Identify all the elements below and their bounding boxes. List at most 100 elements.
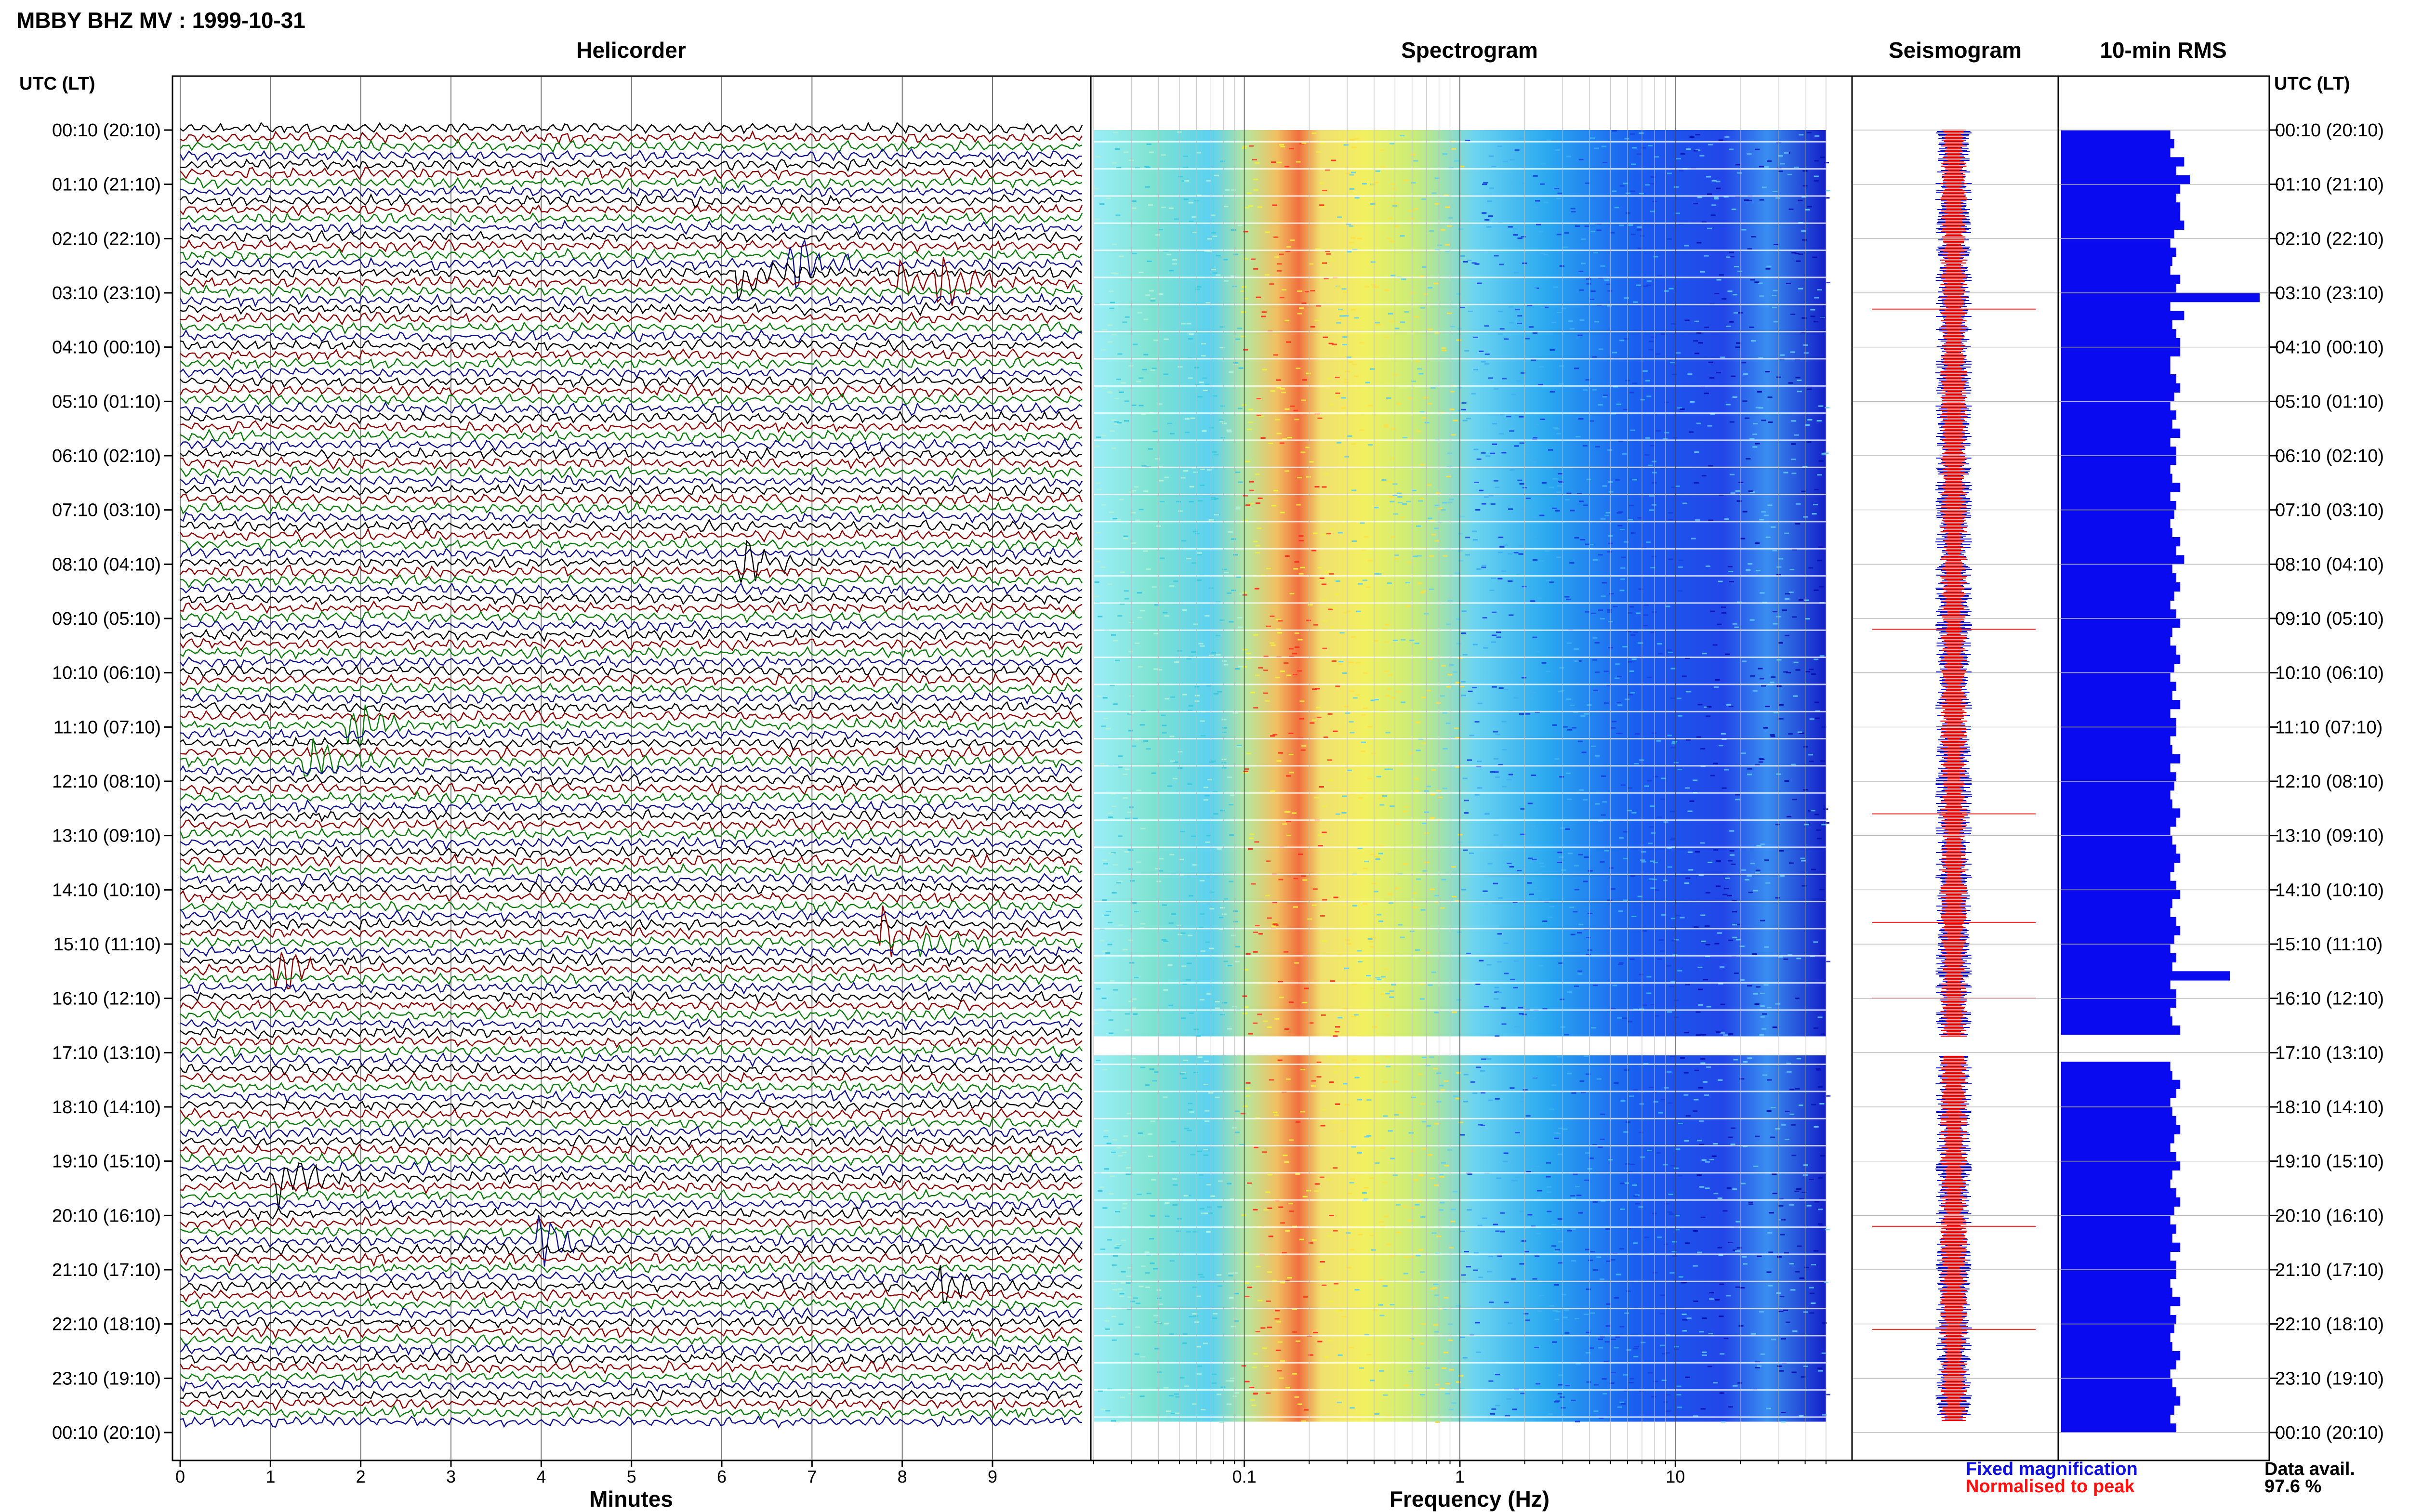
helicorder-trace [180,238,1083,290]
spectrogram-cell [1336,813,1340,815]
helicorder-trace [180,1324,1083,1340]
spectrogram-cell [1173,580,1178,582]
spectrogram-cell [1266,860,1271,862]
spectrogram-cell [1385,695,1390,697]
spectrogram-cell [1368,444,1373,446]
spectrogram-cell [1211,497,1216,499]
spectrogram-cell [1221,767,1227,769]
spectrogram-cell [1430,889,1435,891]
spectrogram-cell [1813,504,1818,506]
spectrogram-cell [1216,601,1221,603]
helicorder-trace [180,890,1083,904]
spectrogram-cell [1767,160,1772,162]
spectrogram-cell [1578,418,1584,420]
spectrogram-cell [1626,1121,1631,1123]
spectrogram-cell [1617,1017,1622,1019]
spectrogram-cell [1415,949,1420,951]
spectrogram-cell [1111,419,1116,421]
spectrogram-cell [1160,557,1165,559]
helicorder-trace [180,1215,1083,1267]
spectrogram-cell [1388,313,1393,315]
spectrogram-cell [1190,417,1195,419]
spectrogram-cell [1422,1121,1427,1123]
spectrogram-cell [1593,985,1598,986]
spectrogram-cell [1531,359,1536,361]
spectrogram-cell [1192,1286,1197,1288]
helicorder-trace [180,465,1083,480]
spectrogram-cell [1822,1414,1827,1416]
spectrogram-cell [1630,234,1636,236]
spectrogram-cell [1619,224,1624,226]
spectrogram-cell [1354,138,1359,140]
helicorder-trace [180,1144,1083,1157]
spectrogram-cell [1667,866,1672,868]
spectrogram-cell [1233,253,1238,255]
spectrogram-cell [1448,217,1453,219]
spectrogram-cell [1324,1356,1329,1358]
spectrogram-cell [1818,405,1824,407]
spectrogram-cell [1283,1155,1288,1157]
spectrogram-cell [1112,334,1117,336]
helicorder-trace [180,510,1083,524]
spectrogram-cell [1705,1187,1710,1189]
spectrogram-cell [1729,256,1734,258]
spectrogram-cell [1461,889,1466,891]
spectrogram-cell [1657,1236,1662,1238]
spectrogram-cell [1323,620,1328,622]
helicorder-trace [180,817,1083,832]
helicorder-trace [180,211,1083,226]
spectrogram-cell [1759,1311,1764,1313]
spectrogram-cell [1679,170,1684,171]
spectrogram-cell [1736,601,1742,603]
spectrogram-cell [1183,155,1188,157]
spectrogram-cell [1460,1134,1465,1136]
spectrogram-cell [1463,261,1468,263]
spectrogram-cell [1443,1080,1449,1082]
spectrogram-cell [1687,810,1693,812]
spectrogram-cell [1629,1378,1635,1380]
spectrogram-cell [1219,326,1225,328]
spectrogram-cell [1305,291,1310,292]
spectrogram-cell [1647,280,1652,282]
spectrogram-cell [1398,1112,1403,1114]
spectrogram-cell [1704,706,1709,708]
spectrogram-cell [1560,999,1565,1000]
spectrogram-cell [1648,842,1653,844]
spectrogram-cell [1375,977,1380,979]
spectrogram-cell [1733,1385,1738,1387]
spectrogram-cell [1714,686,1719,688]
spectrogram-cell [1131,512,1136,513]
spectrogram-cell [1818,1370,1823,1372]
spectrogram-cell [1701,940,1706,942]
spectrogram-cell [1473,368,1478,370]
spectrogram-cell [1604,1341,1610,1343]
spectrogram-cell [1416,525,1421,527]
spectrogram-cell [1595,803,1600,805]
spectrogram-cell [1388,481,1393,483]
helicorder-trace [179,1062,1083,1076]
spectrogram-cell [1583,445,1588,447]
spectrogram-cell [1784,780,1789,782]
spectrogram-cell [1531,1017,1535,1019]
spectrogram-cell [1506,416,1511,418]
spectrogram-cell [1736,1247,1742,1249]
spectrogram-cell [1402,503,1407,505]
spectrogram-cell [1558,1128,1563,1130]
spectrogram-cell [1633,1195,1638,1197]
spectrogram-cell [1205,841,1210,843]
spectrogram-cell [1429,230,1434,232]
spectrogram-cell [1371,284,1376,286]
spectrogram-cell [1367,938,1373,940]
spectrogram-cell [1721,612,1726,614]
spectrogram-cell [1301,745,1307,747]
spectrogram-cell [1569,328,1575,330]
spectrogram-cell [1498,552,1503,553]
spectrogram-cell [1272,734,1278,736]
spectrogram-cell [1128,939,1134,941]
spectrogram-cell [1558,473,1562,474]
spectrogram-cell [1414,778,1419,780]
spectrogram-cell [1730,1144,1735,1145]
spectrogram-cell [1796,1188,1801,1190]
spectrogram-cell [1185,432,1190,434]
spectrogram-cell [1533,559,1537,561]
